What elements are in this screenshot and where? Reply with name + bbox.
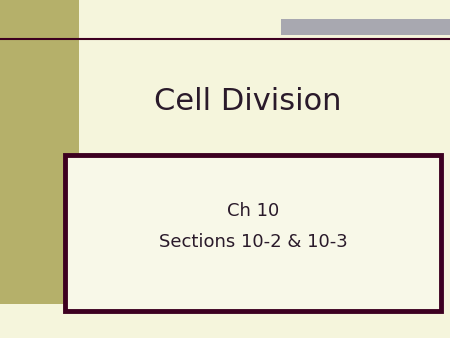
Text: Sections 10-2 & 10-3: Sections 10-2 & 10-3 xyxy=(159,233,347,251)
Bar xyxy=(0,0,79,304)
Text: Cell Division: Cell Division xyxy=(154,87,341,116)
Bar xyxy=(281,19,450,35)
Text: Ch 10: Ch 10 xyxy=(227,202,279,220)
Bar xyxy=(65,155,441,311)
